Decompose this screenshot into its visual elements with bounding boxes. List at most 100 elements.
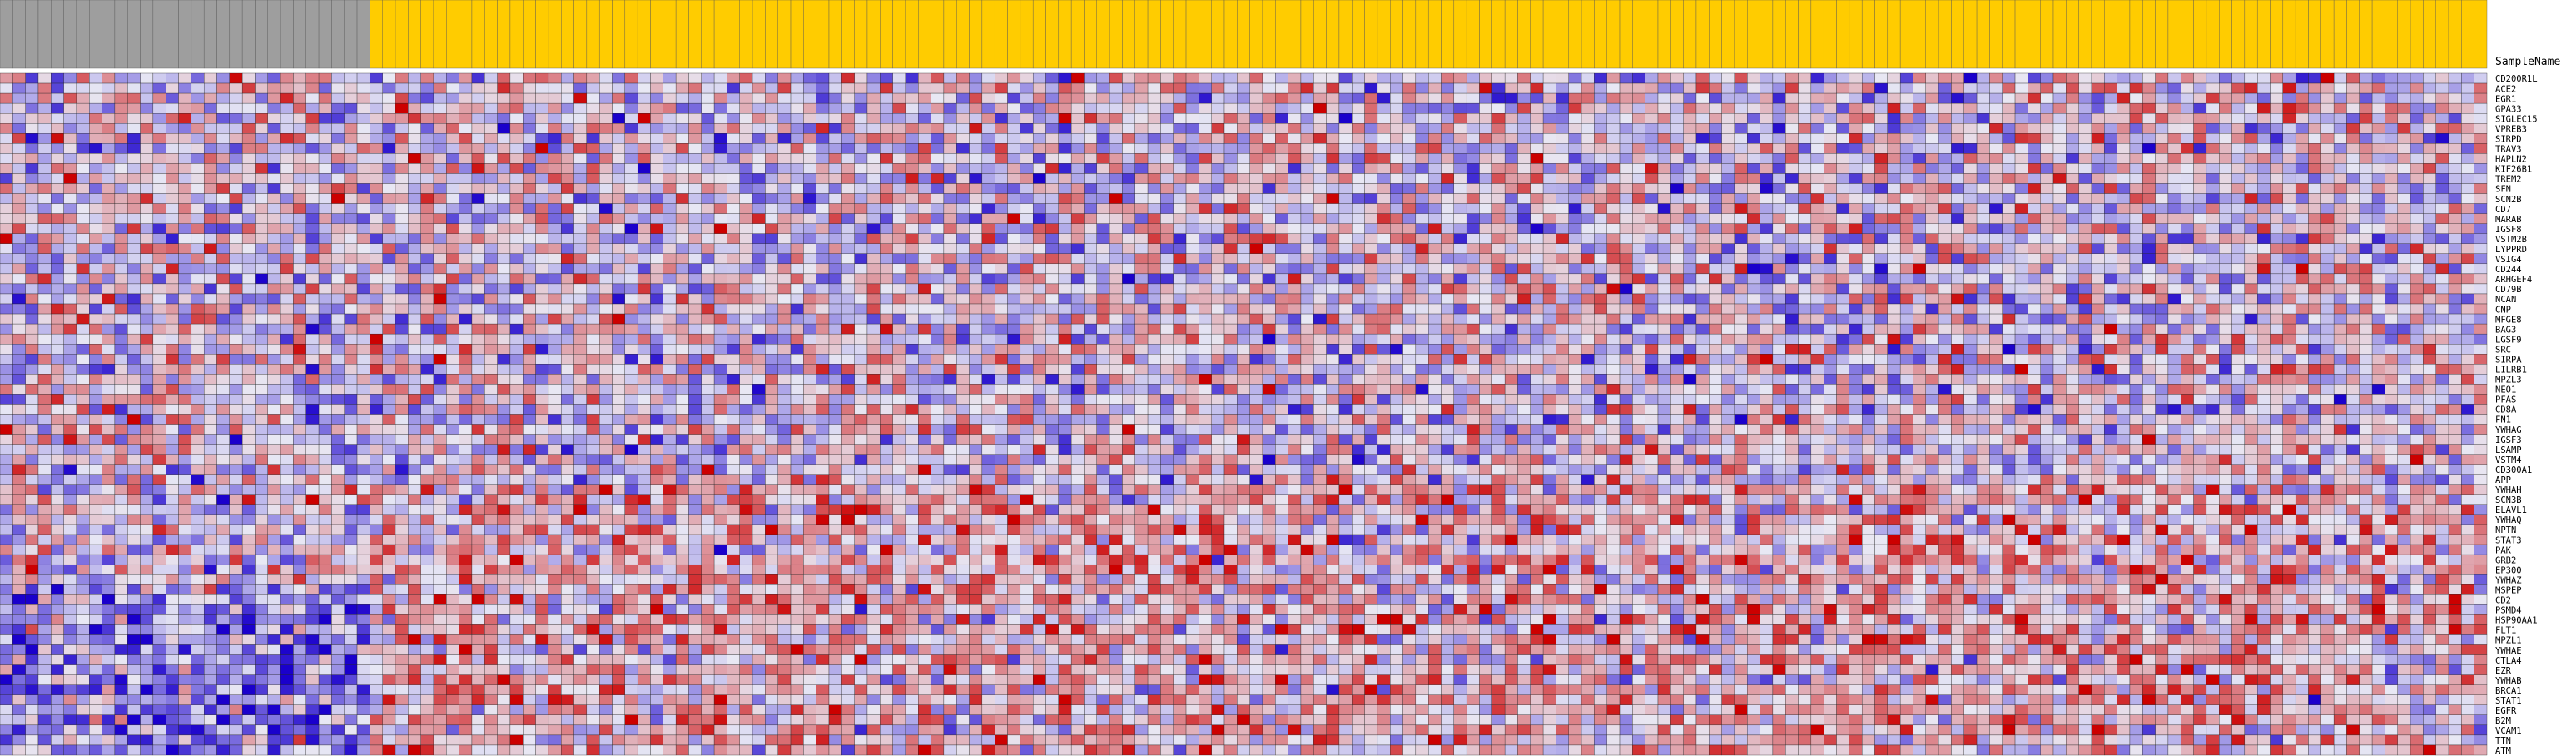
heatmap-cell <box>624 72 638 84</box>
heatmap-cell <box>1045 102 1059 114</box>
heatmap-cell <box>2371 283 2385 295</box>
heatmap-cell <box>1402 213 1417 224</box>
heatmap-cell <box>1262 303 1276 315</box>
heatmap-cell <box>1211 243 1225 254</box>
heatmap-cell <box>713 82 727 94</box>
heatmap-cell <box>2371 82 2385 94</box>
heatmap-cell <box>1695 72 1710 84</box>
heatmap-cell <box>0 153 13 164</box>
heatmap-cell <box>1887 113 1901 124</box>
heatmap-cell <box>0 113 13 124</box>
heatmap-cell <box>1185 163 1199 174</box>
heatmap-cell <box>1887 213 1901 224</box>
heatmap-cell <box>969 123 983 134</box>
heatmap-cell <box>433 173 447 184</box>
heatmap-cell <box>2270 163 2284 174</box>
heatmap-cell <box>1045 253 1059 265</box>
heatmap-cell <box>765 72 778 84</box>
heatmap-cell <box>1504 113 1518 124</box>
heatmap-cell <box>1338 253 1353 265</box>
heatmap-cell <box>1070 313 1085 325</box>
annotation-cell <box>675 0 689 69</box>
heatmap-cell <box>1352 283 1365 295</box>
heatmap-cell <box>752 233 766 244</box>
heatmap-cell <box>1070 143 1085 154</box>
heatmap-cell <box>178 303 192 315</box>
heatmap-cell <box>1275 163 1288 174</box>
heatmap-cell <box>166 273 179 285</box>
heatmap-cell <box>1275 153 1288 164</box>
heatmap-cell <box>739 313 753 325</box>
heatmap-cell <box>331 102 345 114</box>
heatmap-cell <box>2308 183 2321 194</box>
heatmap-cell <box>1199 243 1212 254</box>
heatmap-cell <box>1122 263 1135 275</box>
heatmap-cell <box>1288 203 1302 214</box>
heatmap-cell <box>1568 193 1582 204</box>
heatmap-cell <box>663 273 677 285</box>
heatmap-cell <box>1313 102 1327 114</box>
heatmap-cell <box>1683 102 1697 114</box>
heatmap-cell <box>1491 243 1506 254</box>
heatmap-cell <box>102 313 116 325</box>
heatmap-cell <box>1824 293 1837 305</box>
heatmap-cell <box>2282 243 2296 254</box>
heatmap-cell <box>2066 203 2079 214</box>
heatmap-cell <box>1874 173 1888 184</box>
heatmap-cell <box>765 163 778 174</box>
heatmap-cell <box>1134 273 1149 285</box>
heatmap-cell <box>1645 213 1659 224</box>
heatmap-cell <box>1619 183 1633 194</box>
heatmap-cell <box>1338 273 1353 285</box>
heatmap-cell <box>2231 183 2246 194</box>
heatmap-cell <box>241 113 256 124</box>
heatmap-cell <box>981 173 995 184</box>
heatmap-cell <box>892 153 906 164</box>
heatmap-cell <box>739 72 753 84</box>
heatmap-cell <box>535 153 549 164</box>
annotation-cell <box>2078 0 2092 69</box>
heatmap-cell <box>1173 92 1187 104</box>
heatmap-cell <box>2206 102 2220 114</box>
heatmap-cell <box>1938 173 1952 184</box>
heatmap-cell <box>1453 173 1467 184</box>
heatmap-cell <box>1313 243 1327 254</box>
heatmap-cell <box>1249 123 1263 134</box>
heatmap-cell <box>727 263 740 275</box>
heatmap-cell <box>2193 163 2207 174</box>
heatmap-cell <box>573 72 588 84</box>
heatmap-cell <box>2117 223 2131 234</box>
heatmap-cell <box>777 102 792 114</box>
heatmap-cell <box>2435 102 2449 114</box>
heatmap-cell <box>854 153 868 164</box>
heatmap-cell <box>2014 113 2028 124</box>
heatmap-cell <box>612 313 626 325</box>
heatmap-cell <box>2423 193 2436 204</box>
heatmap-cell <box>2028 193 2041 204</box>
heatmap-cell <box>2193 72 2207 84</box>
heatmap-cell <box>2295 82 2309 94</box>
heatmap-cell <box>471 82 485 94</box>
heatmap-cell <box>701 92 715 104</box>
heatmap-cell <box>1109 263 1123 275</box>
heatmap-cell <box>331 253 345 265</box>
heatmap-cell <box>1428 123 1442 134</box>
heatmap-cell <box>1160 82 1174 94</box>
heatmap-cell <box>293 303 306 315</box>
heatmap-cell <box>12 72 26 84</box>
heatmap-cell <box>37 163 52 174</box>
heatmap-cell <box>89 253 102 265</box>
heatmap-cell <box>2052 113 2067 124</box>
heatmap-cell <box>356 72 370 84</box>
heatmap-cell <box>1772 273 1786 285</box>
heatmap-cell <box>433 263 447 275</box>
heatmap-cell <box>2078 223 2092 234</box>
heatmap-cell <box>1045 82 1059 94</box>
heatmap-cell <box>2333 133 2347 144</box>
heatmap-cell <box>1262 173 1276 184</box>
heatmap-cell <box>1313 253 1327 265</box>
heatmap-cell <box>1951 92 1964 104</box>
heatmap-cell <box>1338 223 1353 234</box>
heatmap-cell <box>675 113 689 124</box>
heatmap-cell <box>1861 303 1875 315</box>
